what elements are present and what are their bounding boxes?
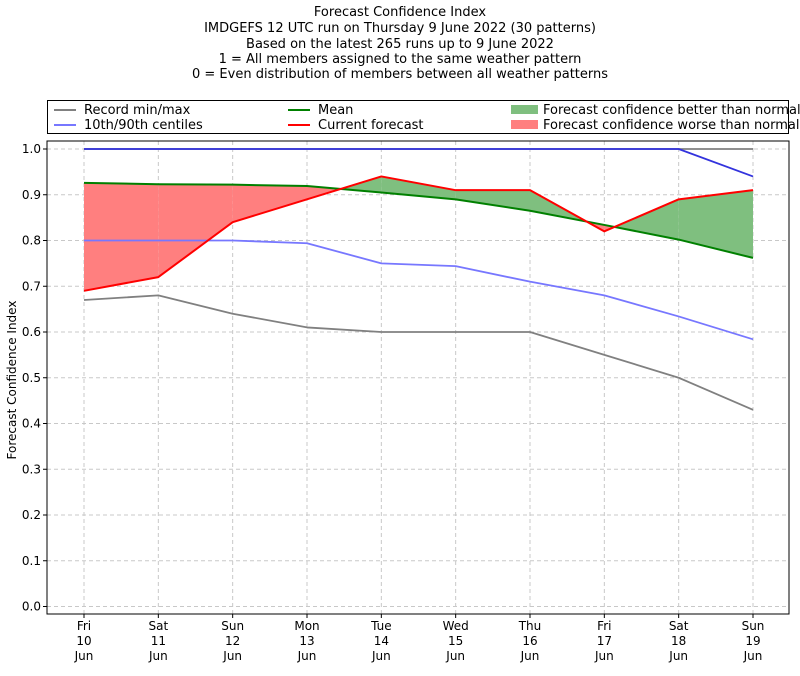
y-tick-label: 0.9 bbox=[22, 188, 41, 202]
x-tick-label: Jun bbox=[743, 649, 763, 663]
x-tick-label: Jun bbox=[668, 649, 688, 663]
legend-worse-label: Forecast confidence worse than normal bbox=[543, 118, 800, 133]
x-tick-label: 19 bbox=[745, 634, 760, 648]
x-tick-label: Jun bbox=[371, 649, 391, 663]
x-tick-label: 15 bbox=[448, 634, 463, 648]
y-tick-label: 0.3 bbox=[22, 462, 41, 476]
legend-worse: Forecast confidence worse than normal bbox=[511, 118, 800, 133]
x-tick-label: Sun bbox=[742, 619, 765, 633]
legend-better-swatch bbox=[511, 105, 538, 114]
x-tick-label: Jun bbox=[74, 649, 94, 663]
legend-better-label: Forecast confidence better than normal bbox=[543, 103, 800, 118]
x-tick-label: 10 bbox=[76, 634, 91, 648]
y-axis-label: Forecast Confidence Index bbox=[5, 300, 19, 460]
x-tick-label: Wed bbox=[443, 619, 469, 633]
x-tick-label: 11 bbox=[151, 634, 166, 648]
legend-mean-label: Mean bbox=[318, 103, 354, 118]
fill-worse bbox=[232, 184, 307, 223]
chart-subtitle-4: 0 = Even distribution of members between… bbox=[191, 67, 609, 82]
x-tick-label: Sat bbox=[148, 619, 168, 633]
x-tick-label: 18 bbox=[671, 634, 686, 648]
fill-worse bbox=[84, 182, 159, 291]
fill-better bbox=[455, 190, 530, 211]
y-tick-label: 0.8 bbox=[22, 234, 41, 248]
legend-better: Forecast confidence better than normal bbox=[511, 103, 800, 118]
y-tick-label: 0.2 bbox=[22, 508, 41, 522]
x-tick-label: 17 bbox=[597, 634, 612, 648]
x-tick-label: 13 bbox=[299, 634, 314, 648]
series-10th-centile bbox=[84, 239, 754, 341]
x-tick-label: Fri bbox=[77, 619, 91, 633]
x-tick-label: Thu bbox=[518, 619, 542, 633]
legend-mean: Mean bbox=[288, 103, 353, 118]
chart-subtitle-3: 1 = All members assigned to the same wea… bbox=[218, 52, 582, 67]
series-lines bbox=[83, 148, 754, 411]
y-tick-label: 0.5 bbox=[22, 371, 41, 385]
x-axis-ticks: Fri10JunSat11JunSun12JunMon13JunTue14Jun… bbox=[74, 614, 765, 663]
chart-subtitle-1: IMDGEFS 12 UTC run on Thursday 9 June 20… bbox=[204, 21, 596, 36]
legend-current: Current forecast bbox=[288, 118, 424, 133]
x-tick-label: Jun bbox=[520, 649, 540, 663]
y-tick-label: 0.6 bbox=[22, 325, 41, 339]
x-tick-label: Jun bbox=[297, 649, 317, 663]
fill-worse bbox=[158, 184, 233, 278]
y-tick-label: 0.1 bbox=[22, 554, 41, 568]
series-current-forecast bbox=[83, 175, 754, 292]
y-tick-label: 0.0 bbox=[22, 600, 41, 614]
y-tick-label: 1.0 bbox=[22, 142, 41, 156]
y-axis-ticks: 0.0 0.1 0.2 0.3 0.4 0.5 0.6 0.7 0.8 0.9 1.0 bbox=[22, 142, 47, 614]
legend-mean-swatch bbox=[288, 108, 310, 111]
y-tick-label: 0.4 bbox=[22, 417, 41, 431]
legend-record: Record min/max bbox=[54, 103, 190, 118]
y-tick-label: 0.7 bbox=[22, 279, 41, 293]
x-tick-label: Jun bbox=[594, 649, 614, 663]
legend-centiles-label: 10th/90th centiles bbox=[84, 118, 203, 133]
x-tick-label: Mon bbox=[294, 619, 319, 633]
series-record-min bbox=[83, 294, 754, 411]
chart-title: Forecast Confidence Index bbox=[313, 5, 487, 20]
x-tick-label: Jun bbox=[222, 649, 242, 663]
x-tick-label: 16 bbox=[522, 634, 537, 648]
legend-worse-swatch bbox=[511, 120, 538, 129]
x-tick-label: 14 bbox=[374, 634, 389, 648]
x-tick-label: Sun bbox=[221, 619, 244, 633]
series-90th-centile bbox=[84, 148, 754, 178]
x-tick-label: Sat bbox=[669, 619, 689, 633]
fill-better bbox=[678, 190, 753, 258]
x-tick-label: Jun bbox=[148, 649, 168, 663]
legend-centiles: 10th/90th centiles bbox=[54, 118, 203, 133]
legend-record-label: Record min/max bbox=[84, 103, 191, 118]
legend-current-swatch bbox=[288, 123, 310, 126]
legend-centiles-swatch bbox=[54, 123, 76, 126]
series-mean bbox=[83, 181, 754, 259]
x-tick-label: Fri bbox=[597, 619, 611, 633]
x-tick-label: 12 bbox=[225, 634, 240, 648]
legend: Record min/max 10th/90th centiles Mean C… bbox=[47, 100, 800, 134]
legend-record-swatch bbox=[54, 108, 76, 111]
x-tick-label: Tue bbox=[370, 619, 392, 633]
x-tick-label: Jun bbox=[445, 649, 465, 663]
legend-current-label: Current forecast bbox=[318, 118, 424, 133]
chart-subtitle-2: Based on the latest 265 runs up to 9 Jun… bbox=[246, 37, 554, 52]
